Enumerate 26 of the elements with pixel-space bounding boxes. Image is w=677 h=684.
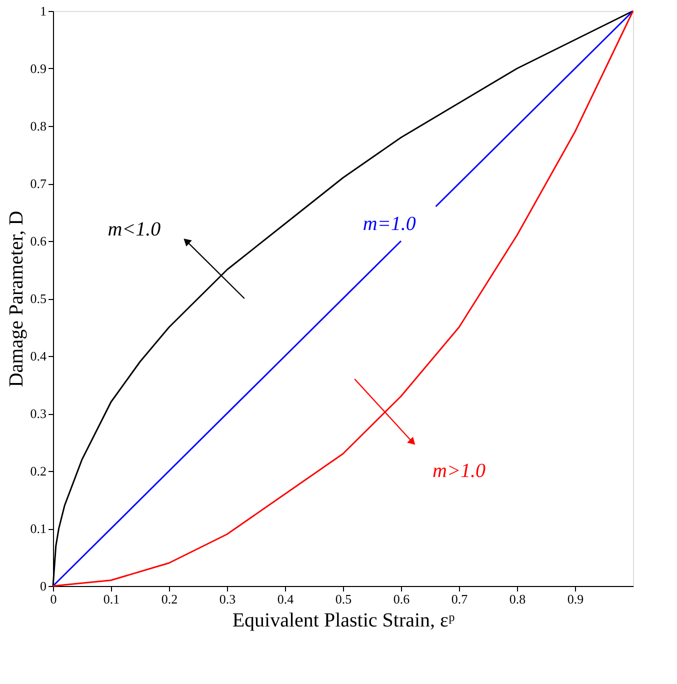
- x-tick-label: 0: [50, 592, 57, 606]
- x-tick-label: 0.6: [393, 592, 410, 606]
- annotation: m<1.0: [108, 218, 161, 240]
- x-axis-title: Equivalent Plastic Strain, εᵖ: [232, 610, 455, 632]
- x-tick-label: 0.8: [509, 592, 526, 606]
- x-tick-label: 0.5: [335, 592, 352, 606]
- x-tick-label: 0.3: [219, 592, 236, 606]
- y-tick-label: 0: [40, 578, 46, 594]
- y-tick-label: 0.9: [30, 61, 46, 76]
- y-tick-label: 0.4: [30, 348, 47, 364]
- y-tick-label: 0.6: [30, 234, 47, 248]
- x-tick-label: 0.9: [567, 592, 584, 606]
- x-tick-label: 0.7: [451, 592, 468, 606]
- annotation: m=1.0: [362, 212, 416, 235]
- y-tick-label: 0.3: [30, 406, 46, 421]
- y-tick-label: 0.1: [30, 521, 46, 536]
- y-tick-label: 0.8: [30, 118, 46, 134]
- y-tick-label: 0.2: [30, 464, 46, 478]
- y-tick-label: 0.5: [30, 291, 46, 306]
- annotation: m>1.0: [432, 460, 486, 482]
- y-tick-label: 0.7: [30, 176, 47, 191]
- y-tick-label: 1: [40, 4, 46, 18]
- x-tick-label: 0.4: [277, 592, 294, 606]
- x-tick-label: 0.2: [161, 592, 178, 606]
- x-tick-label: 0.1: [103, 592, 120, 606]
- y-axis-title: Damage Parameter, D: [5, 210, 28, 388]
